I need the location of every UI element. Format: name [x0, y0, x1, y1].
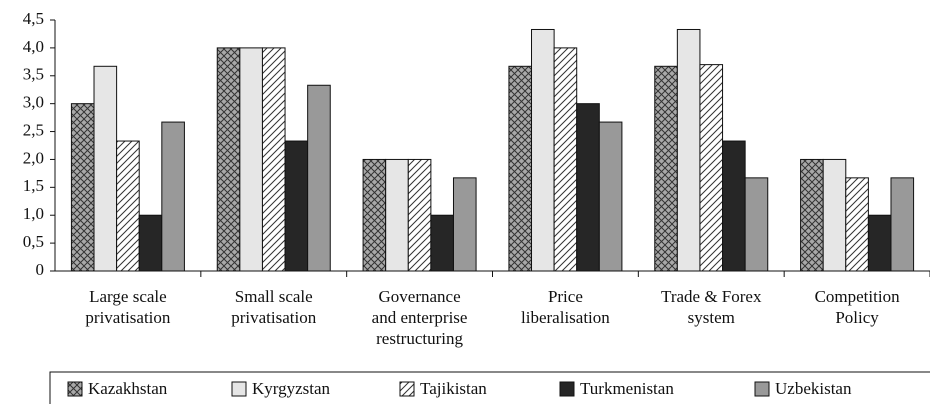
x-tick-label: and enterprise	[372, 308, 468, 327]
bar	[800, 158, 824, 272]
x-tick-label: system	[688, 308, 735, 327]
legend-swatch	[399, 381, 415, 397]
y-tick-label: 0	[36, 260, 45, 279]
legend-label: Turkmenistan	[580, 379, 674, 398]
bar	[598, 121, 623, 272]
y-tick-label: 2,5	[23, 120, 44, 139]
bar	[216, 47, 241, 272]
bar	[430, 214, 454, 272]
bar	[654, 65, 678, 272]
legend-label: Uzbekistan	[775, 379, 852, 398]
bar	[362, 158, 387, 272]
y-tick-label: 4,5	[23, 9, 44, 28]
bar	[553, 47, 578, 272]
y-tick-label: 1,0	[23, 204, 44, 223]
bar	[116, 140, 140, 272]
bar	[138, 214, 163, 272]
y-tick-label: 2,0	[23, 148, 44, 167]
bar	[452, 177, 477, 272]
x-tick-label: Trade & Forex	[661, 287, 762, 306]
y-tick-label: 0,5	[23, 232, 44, 251]
x-tick-label: Competition	[815, 287, 901, 306]
bar	[576, 103, 600, 272]
bar	[508, 65, 533, 272]
bar	[890, 177, 915, 272]
x-tick-label: Large scale	[89, 287, 167, 306]
bar	[407, 158, 432, 272]
x-tick-label: Small scale	[235, 287, 313, 306]
bar	[845, 177, 869, 272]
bar	[239, 47, 263, 272]
bar	[531, 28, 555, 272]
y-tick-label: 3,0	[23, 93, 44, 112]
legend-swatch	[67, 381, 83, 397]
y-tick-label: 3,5	[23, 65, 44, 84]
bar	[385, 158, 409, 272]
y-tick-label: 1,5	[23, 176, 44, 195]
x-tick-label: Governance	[379, 287, 461, 306]
legend-label: Tajikistan	[420, 379, 487, 398]
bar	[676, 28, 701, 272]
bar	[161, 121, 185, 272]
bar	[261, 47, 286, 272]
bar	[70, 103, 95, 272]
legend-label: Kazakhstan	[88, 379, 168, 398]
bar	[822, 158, 847, 272]
x-tick-label: Policy	[835, 308, 879, 327]
legend-swatch	[559, 381, 575, 397]
bar	[867, 214, 892, 272]
bar	[284, 140, 309, 272]
x-tick-label: restructuring	[376, 329, 463, 348]
legend-swatch	[231, 381, 247, 397]
legend-label: Kyrgyzstan	[252, 379, 331, 398]
bar	[93, 65, 118, 272]
bar	[744, 177, 769, 272]
x-tick-label: liberalisation	[521, 308, 610, 327]
bar	[722, 140, 746, 272]
bar	[699, 64, 724, 272]
legend-frame	[49, 371, 930, 404]
x-tick-label: Price	[548, 287, 583, 306]
x-tick-label: privatisation	[85, 308, 170, 327]
bar	[307, 84, 331, 272]
x-tick-label: privatisation	[231, 308, 316, 327]
y-tick-label: 4,0	[23, 37, 44, 56]
legend-swatch	[754, 381, 770, 397]
